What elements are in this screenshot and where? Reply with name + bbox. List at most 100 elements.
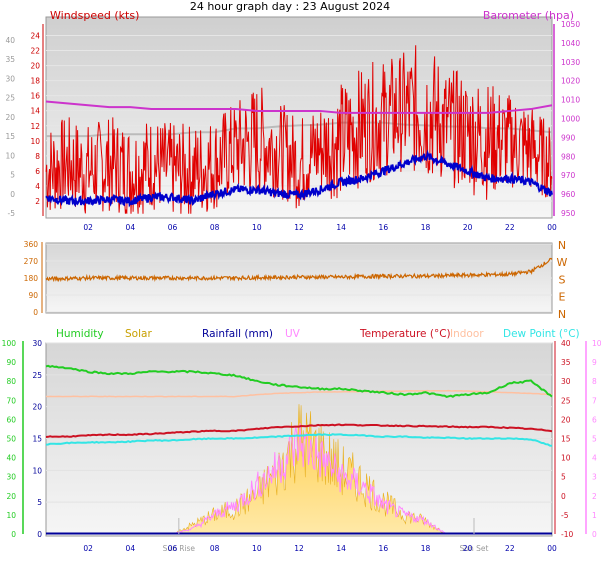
climate-legend-label: Rainfall (mm) (202, 328, 273, 340)
rain-tick-label: 15 (32, 435, 42, 444)
rain-tick-label: 20 (32, 403, 42, 412)
temperature-tick-label: 10 (561, 454, 571, 463)
x-tick-label: 10 (252, 223, 262, 232)
x-tick-label: 18 (421, 544, 431, 553)
x-tick-label: 14 (336, 223, 346, 232)
wind-series (45, 45, 553, 214)
temperature-tick-label: 20 (561, 415, 571, 424)
wind-tick-label: 20 (30, 62, 40, 71)
climate-legend-label: Humidity (56, 328, 104, 340)
baro-tick-label: 980 (561, 152, 576, 161)
x-tick-label: 08 (210, 223, 220, 232)
humidity-tick-label: 80 (6, 377, 16, 386)
wind-outer-tick-label: 40 (5, 36, 15, 45)
climate-panel: Humidity Solar Rainfall (mm) UV Temperature … (2, 328, 602, 553)
compass-label: S (559, 273, 566, 286)
direction-tick-label: 180 (24, 274, 39, 283)
direction-tick-label: 360 (24, 240, 39, 249)
baro-tick-label: 960 (561, 190, 576, 199)
wind-tick-label: 2 (35, 197, 40, 206)
rain-tick-label: 10 (32, 466, 42, 475)
temperature-line (45, 423, 553, 438)
baro-tick-label: 1040 (561, 39, 580, 48)
x-tick-label: 08 (210, 544, 220, 553)
temperature-tick-label: -10 (561, 530, 573, 539)
humidity-line (45, 364, 553, 398)
humidity-tick-label: 100 (2, 339, 17, 348)
wind-outer-tick-label: 35 (5, 55, 15, 64)
wind-outer-tick-label: -5 (8, 209, 16, 218)
direction-left-axis: 360 270 180 90 0 (24, 240, 43, 317)
wind-tick-label: 24 (30, 32, 40, 41)
baro-tick-label: 950 (561, 209, 576, 218)
temperature-tick-label: -5 (561, 511, 569, 520)
wind-outer-tick-label: 10 (5, 151, 15, 160)
uv-tick-label: 9 (592, 358, 597, 367)
x-tick-label: 16 (379, 223, 389, 232)
windspeed-gust-line (45, 45, 553, 214)
temperature-tick-label: 5 (561, 473, 566, 482)
baro-tick-label: 1030 (561, 58, 580, 67)
wind-tick-label: 10 (30, 137, 40, 146)
barometer-label: Barometer (hpa) (483, 9, 574, 22)
x-tick-label: 00 (547, 544, 557, 553)
dew-point-line (45, 433, 553, 447)
humidity-tick-label: 10 (6, 511, 16, 520)
baro-tick-label: 1010 (561, 96, 580, 105)
direction-series (45, 257, 553, 283)
x-tick-label: 04 (126, 223, 136, 232)
x-tick-label: 22 (505, 544, 515, 553)
climate-legend-label: Temperature (°C) (359, 328, 451, 340)
compass-label: W (557, 256, 568, 269)
page-title: 24 hour graph day : 23 August 2024 (190, 0, 390, 13)
x-tick-label: 04 (126, 544, 136, 553)
wind-outer-tick-label: 20 (5, 113, 15, 122)
x-tick-label: 06 (168, 544, 178, 553)
compass-label: N (558, 308, 566, 321)
uv-tick-label: 5 (592, 435, 597, 444)
humidity-tick-label: 50 (6, 435, 16, 444)
uv-tick-label: 2 (592, 492, 597, 501)
uv-tick-label: 1 (592, 511, 597, 520)
wind-tick-label: 4 (35, 182, 40, 191)
sunset-label: Sun Set (460, 544, 489, 553)
wind-outer-tick-label: 5 (10, 171, 15, 180)
humidity-tick-label: 0 (11, 530, 16, 539)
x-tick-label: 10 (252, 544, 262, 553)
rain-axis: 0 5 10 15 20 25 30 (32, 339, 42, 539)
wind-tick-label: 8 (35, 152, 40, 161)
humidity-tick-label: 70 (6, 396, 16, 405)
wind-outer-axis: -5 0 5 10 15 20 25 30 35 40 (5, 36, 15, 218)
baro-tick-label: 990 (561, 133, 576, 142)
climate-legend-label: Dew Point (°C) (503, 328, 580, 340)
x-tick-label: 18 (421, 223, 431, 232)
uv-tick-label: 6 (592, 415, 597, 424)
humidity-axis: 0 10 20 30 40 50 60 70 80 90 100 (2, 339, 24, 539)
wind-outer-tick-label: 25 (5, 94, 15, 103)
baro-tick-label: 1020 (561, 77, 580, 86)
temperature-tick-label: 35 (561, 358, 571, 367)
uv-tick-label: 10 (592, 339, 602, 348)
windspeed-average-line (45, 149, 553, 208)
humidity-tick-label: 60 (6, 415, 16, 424)
wind-tick-label: 14 (30, 107, 40, 116)
compass-label: E (559, 291, 566, 304)
wind-direction-line (45, 257, 553, 283)
humidity-tick-label: 90 (6, 358, 16, 367)
climate-legend: Humidity Solar Rainfall (mm) UV Temperature … (56, 328, 580, 340)
humidity-tick-label: 30 (6, 473, 16, 482)
rain-tick-label: 0 (37, 530, 42, 539)
climate-legend-label: Indoor (450, 328, 484, 340)
rain-tick-label: 5 (37, 498, 42, 507)
climate-series: Sun Rise Sun Set (45, 364, 553, 553)
x-tick-label: 02 (83, 544, 93, 553)
wind-tick-label: 6 (35, 167, 40, 176)
rain-tick-label: 25 (32, 371, 42, 380)
uv-tick-label: 3 (592, 473, 597, 482)
humidity-tick-label: 40 (6, 454, 16, 463)
wind-tick-label: 16 (30, 92, 40, 101)
